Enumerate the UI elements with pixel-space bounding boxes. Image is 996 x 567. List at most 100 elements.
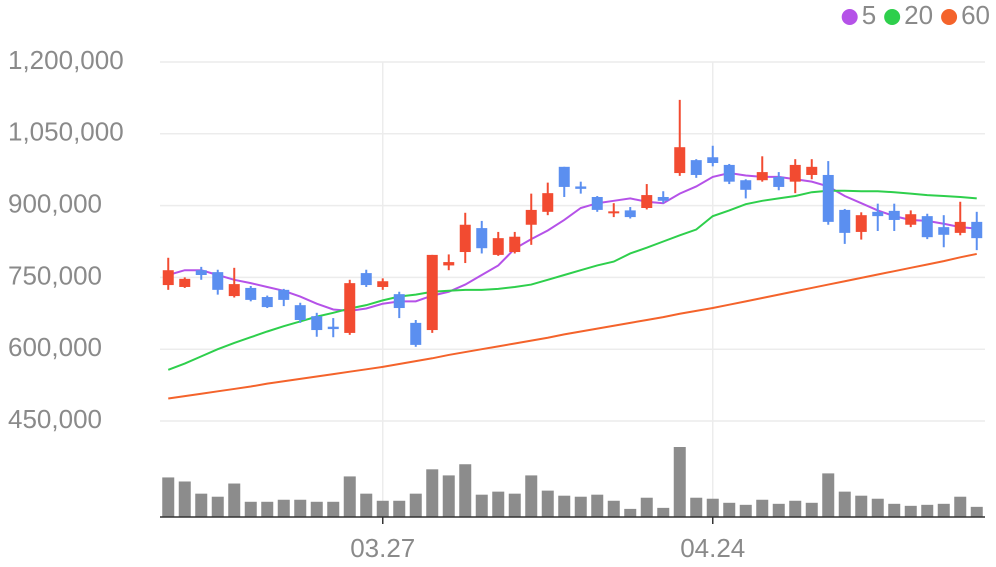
volume-bar [789, 500, 802, 517]
ma-line [167, 172, 977, 312]
legend-swatch [884, 9, 901, 25]
volume-bar [822, 473, 835, 517]
volume-bar [162, 477, 175, 517]
candle-body [624, 210, 636, 218]
volume-bar [739, 504, 752, 517]
volume-bar [178, 481, 191, 517]
candle-body [641, 195, 653, 208]
candle-body [410, 322, 422, 345]
candle-body [905, 214, 917, 225]
volume-bar [673, 447, 686, 517]
y-tick-label: 450,000 [8, 404, 102, 434]
candle-body [393, 294, 405, 309]
x-tick-label: 04.24 [680, 533, 745, 563]
volume-bar [657, 507, 670, 517]
candle-body [839, 209, 851, 233]
candle-body [377, 281, 389, 287]
volume-bar [541, 490, 554, 517]
candle-body [888, 210, 900, 220]
volume-bar [327, 501, 340, 517]
volume-bar [690, 497, 703, 517]
candle-body [360, 273, 372, 286]
candle-body [162, 270, 174, 286]
volume-bar [904, 505, 917, 517]
candle-body [344, 283, 356, 333]
volume-bar [459, 464, 472, 517]
volume-bar [508, 493, 521, 517]
candle-body [971, 221, 983, 239]
volume-bar [492, 491, 505, 517]
candle-body [806, 166, 818, 175]
candle-body [195, 270, 207, 276]
candle-body [822, 174, 834, 222]
candle-body [525, 209, 537, 225]
volume-bar [261, 501, 274, 517]
volume-bar [855, 495, 868, 517]
candle-body [212, 272, 224, 290]
volume-bar [475, 494, 488, 517]
volume-bar [277, 499, 290, 517]
candle-body [575, 186, 587, 189]
candle-body [789, 164, 801, 182]
candle-body [921, 216, 933, 238]
candle-body [261, 297, 273, 308]
ma-line [168, 252, 977, 400]
candle-body [723, 164, 735, 182]
ma-line [167, 189, 977, 371]
candle-body [228, 284, 240, 297]
volume-bar [558, 495, 571, 517]
x-tick-label: 03.27 [350, 533, 415, 563]
candle-body [278, 289, 290, 300]
candle-body [773, 176, 785, 187]
volume-bar [607, 500, 620, 517]
candle-body [459, 224, 471, 253]
candle-body [443, 262, 455, 266]
volume-bar [442, 475, 455, 517]
volume-bar [624, 508, 637, 517]
volume-bar [921, 504, 934, 517]
volume-bar [574, 496, 587, 517]
volume-bar [376, 500, 389, 517]
legend-swatch [841, 9, 858, 25]
candle-body [492, 238, 504, 255]
volume-bar [640, 497, 653, 517]
volume-bar [937, 503, 950, 517]
volume-bar [706, 498, 719, 517]
candle-body [558, 166, 570, 187]
candle-body [311, 316, 323, 331]
candle-body [426, 254, 438, 331]
volume-bar [871, 498, 884, 517]
candle-body [756, 172, 768, 181]
candle-body [657, 196, 669, 201]
candle-body [938, 227, 950, 235]
volume-bar [393, 500, 406, 517]
volume-bar [723, 502, 736, 517]
volume-bar [954, 496, 967, 517]
y-tick-label: 750,000 [8, 260, 102, 290]
candle-body [954, 221, 966, 233]
candle-body [327, 326, 339, 330]
volume-bar [970, 506, 983, 517]
legend-label: 5 [862, 0, 876, 30]
volume-bar [343, 476, 356, 517]
volume-bar [360, 493, 373, 517]
volume-bar [772, 503, 785, 517]
volume-bar [426, 469, 439, 517]
legend-label: 60 [961, 0, 990, 30]
volume-bar [805, 502, 818, 517]
legend-label: 20 [904, 0, 933, 30]
volume-bar [525, 475, 538, 517]
candle-body [294, 305, 306, 321]
volume-bar [591, 494, 604, 517]
candle-body [591, 196, 603, 210]
candle-body [179, 278, 191, 287]
candle-body [608, 211, 620, 214]
candle-body [509, 236, 521, 253]
candle-body [690, 160, 702, 175]
volume-bar [294, 499, 307, 517]
volume-bar [211, 496, 224, 517]
candle-body [740, 180, 752, 190]
volume-bar [228, 483, 241, 517]
y-tick-label: 900,000 [8, 188, 102, 218]
